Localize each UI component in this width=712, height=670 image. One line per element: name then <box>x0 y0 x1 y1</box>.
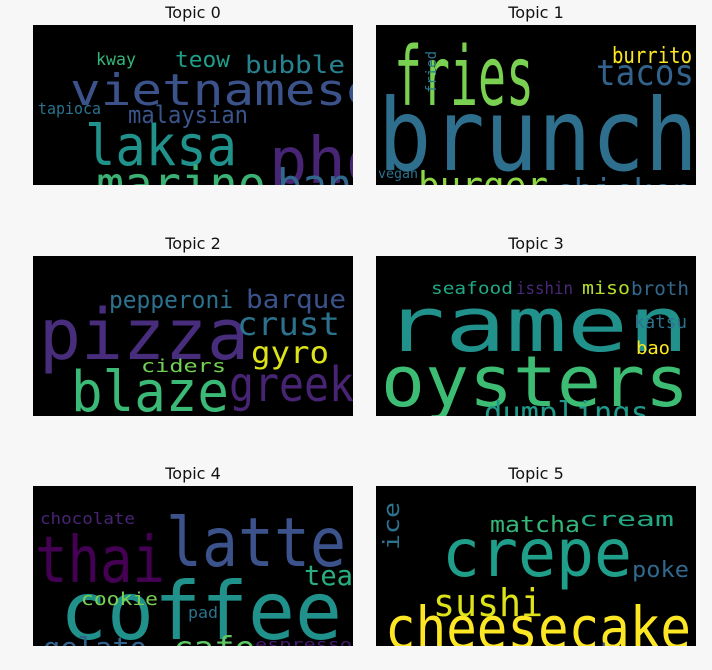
cloud-word: bubble <box>245 51 345 79</box>
cloud-word: pancakes <box>528 639 643 646</box>
cloud-word: burger <box>418 164 548 185</box>
cloud-word: espresso <box>255 635 352 646</box>
cloud-word: oysters <box>381 341 689 416</box>
cloud-word: ciders <box>141 356 226 377</box>
panel-title: Topic 2 <box>165 234 221 253</box>
cloud-word: crepe <box>442 515 632 592</box>
cloud-word: isshin <box>516 279 573 299</box>
cloud-word: cream <box>579 507 674 531</box>
cloud-word: ice <box>380 502 405 550</box>
cloud-word: tacos <box>596 53 694 94</box>
cloud-word: gelato <box>43 631 147 646</box>
cloud-word: teow <box>175 48 231 73</box>
cloud-word: dumplings <box>484 396 649 416</box>
cloud-word: blaze <box>71 360 229 416</box>
cloud-word: latte <box>166 504 346 583</box>
cloud-word: chicken <box>554 172 692 185</box>
cloud-word: cheesecake <box>385 594 691 646</box>
cloud-word: pho <box>269 125 353 185</box>
cloud-word: vietnamese <box>70 65 353 116</box>
cloud-word: brunch <box>378 77 696 185</box>
topic-panel: Topic 2 pizza blaze greek crust gyro pepperoni… <box>33 234 353 416</box>
cloud-word: pad <box>188 603 218 622</box>
cloud-word: sushi <box>433 581 543 625</box>
cloud-word: tea <box>304 559 353 592</box>
panel-title: Topic 0 <box>165 3 221 22</box>
cloud-word: broth <box>631 278 689 300</box>
cloud-word: fried <box>424 51 440 93</box>
cloud-word: laksa <box>85 114 237 179</box>
cloud-word: cafe <box>173 631 255 646</box>
cloud-word: matcha <box>490 513 580 538</box>
cloud-word: banh <box>277 160 353 185</box>
cloud-word: chocolate <box>40 509 135 528</box>
word-cloud: ramen oysters dumplings seafood isshin miso br… <box>376 256 696 416</box>
cloud-word: thai <box>35 524 165 598</box>
cloud-word: miso <box>582 278 630 299</box>
cloud-word: pizza <box>39 294 249 376</box>
cloud-word: vegan <box>378 167 418 182</box>
cloud-word: cookie <box>81 589 158 610</box>
cloud-word: tapioca <box>38 99 101 118</box>
cloud-word: greek <box>229 357 353 413</box>
cloud-word: malaysian <box>128 101 248 129</box>
panel-title: Topic 3 <box>508 234 564 253</box>
cloud-word: souvlaki <box>85 414 200 416</box>
panel-title: Topic 1 <box>508 3 564 22</box>
cloud-word: barque <box>246 285 346 315</box>
cloud-word: ramen <box>384 280 689 369</box>
panel-title: Topic 5 <box>508 464 564 483</box>
cloud-word: marino <box>96 157 266 185</box>
cloud-word: fries <box>394 30 534 125</box>
panel-title: Topic 4 <box>165 464 221 483</box>
topic-panel: Topic 5 crepe cheesecake sushi matcha cream ic… <box>376 464 696 646</box>
word-cloud: pizza blaze greek crust gyro pepperoni barque c… <box>33 256 353 416</box>
cloud-word: bao <box>636 338 670 359</box>
cloud-word: coffee <box>60 565 342 646</box>
cloud-word: waffle <box>433 643 519 646</box>
topic-panel: Topic 3 ramen oysters dumplings seafood isshi… <box>376 234 696 416</box>
cloud-word: burrito <box>612 44 692 69</box>
cloud-word: crust <box>237 305 340 343</box>
cloud-word: poke <box>632 558 689 583</box>
cloud-word: kway <box>96 50 136 70</box>
cloud-word: gyro <box>251 336 329 371</box>
cloud-word: pepperoni <box>109 286 233 314</box>
cloud-word: katsu <box>634 312 687 333</box>
cloud-word: seafood <box>431 279 513 299</box>
